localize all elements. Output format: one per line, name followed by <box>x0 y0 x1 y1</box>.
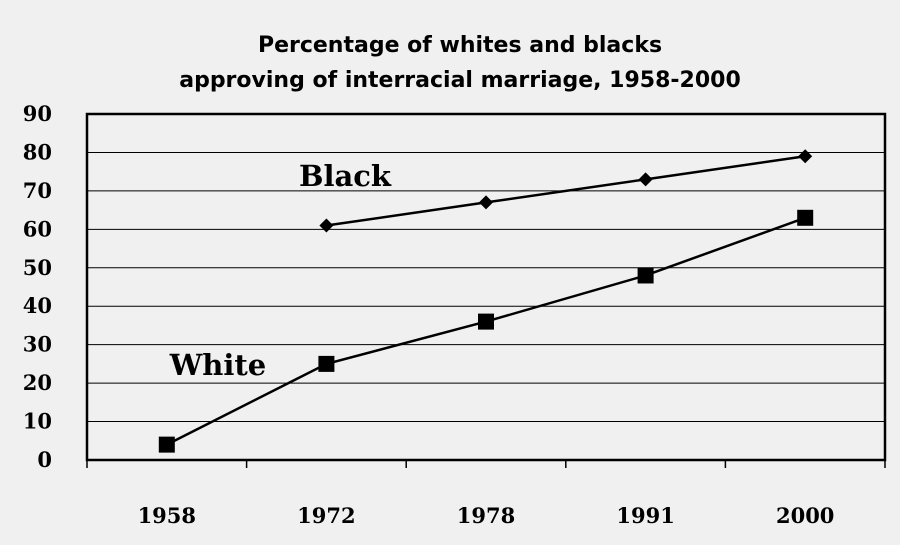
y-tick-label: 90 <box>23 101 52 126</box>
data-point-white <box>318 355 335 372</box>
y-tick-label: 30 <box>23 332 52 357</box>
data-point-black <box>798 149 813 164</box>
data-point-white <box>478 313 494 330</box>
series-label-white: White <box>169 348 267 382</box>
x-tick-label: 1958 <box>138 503 196 528</box>
axes: 0 10 20 30 40 50 60 70 80 90 1958 1972 1978 1991 2000 <box>23 101 886 528</box>
data-point-black <box>479 195 493 210</box>
x-tick-label: 2000 <box>776 503 834 528</box>
chart-title-line-1: Percentage of whites and blacks <box>258 33 662 58</box>
series-label-black: Black <box>299 159 392 193</box>
y-tick-label: 10 <box>23 409 52 434</box>
data-point-white <box>797 209 814 226</box>
series-line-black <box>326 155 806 227</box>
y-tick-label: 0 <box>37 447 52 472</box>
y-tick-label: 50 <box>23 255 52 280</box>
y-tick-label: 40 <box>23 293 52 318</box>
data-point-black <box>319 218 334 233</box>
series-line-white <box>166 216 806 446</box>
y-tick-label: 60 <box>23 216 52 241</box>
chart-title-line-2: approving of interracial marriage, 1958-… <box>179 68 741 93</box>
data-point-white <box>637 267 654 284</box>
plot-area-border <box>85 112 887 462</box>
data-point-black <box>638 172 653 187</box>
data-point-white <box>158 436 175 453</box>
y-tick-label: 20 <box>23 370 52 395</box>
gridlines <box>87 151 885 423</box>
x-tick-label: 1991 <box>616 503 674 528</box>
y-tick-label: 70 <box>23 178 52 203</box>
series <box>158 149 814 453</box>
x-tick-label: 1972 <box>297 503 355 528</box>
x-tick-label: 1978 <box>457 503 515 528</box>
y-tick-label: 80 <box>23 139 52 164</box>
